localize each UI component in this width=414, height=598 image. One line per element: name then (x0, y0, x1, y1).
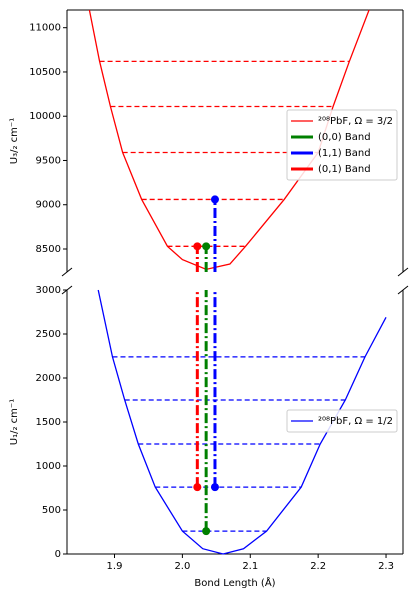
y-axis-label: U₃/₂ cm⁻¹ (9, 118, 20, 164)
y-tick-label: 11000 (29, 23, 61, 34)
band-point (193, 242, 202, 251)
axis-break (397, 267, 409, 277)
axis-break (61, 267, 73, 277)
y-tick-label: 2000 (36, 373, 61, 384)
y-tick-label: 9500 (36, 155, 61, 166)
y-axis-label: U₁/₂ cm⁻¹ (9, 399, 20, 445)
y-tick-label: 8500 (36, 244, 61, 255)
band-point (210, 483, 219, 492)
x-tick-label: 2.3 (378, 561, 394, 572)
y-tick-label: 1500 (36, 417, 61, 428)
x-tick-label: 2.0 (174, 561, 190, 572)
legend-label: (1,1) Band (318, 148, 371, 159)
y-tick-label: 9000 (36, 200, 61, 211)
legend-label: (0,0) Band (318, 132, 371, 143)
legend-box (286, 109, 398, 181)
y-tick-label: 2500 (36, 329, 61, 340)
legend-box (286, 409, 398, 433)
y-tick-label: 1000 (36, 461, 61, 472)
x-axis-label: Bond Length (Å) (194, 576, 275, 589)
legend-label: ²⁰⁸PbF, Ω = 3/2 (318, 116, 393, 127)
legend-label: (0,1) Band (318, 164, 371, 175)
x-tick-label: 1.9 (107, 561, 123, 572)
axis-break (397, 285, 409, 295)
band-point (202, 527, 211, 536)
x-tick-label: 2.2 (310, 561, 326, 572)
y-tick-label: 500 (42, 505, 61, 516)
band-point (210, 195, 219, 204)
y-tick-label: 3000 (36, 285, 61, 296)
x-tick-label: 2.1 (242, 561, 258, 572)
band-point (202, 242, 211, 251)
y-tick-label: 10000 (29, 111, 61, 122)
y-tick-label: 10500 (29, 67, 61, 78)
legend-label: ²⁰⁸PbF, Ω = 1/2 (318, 416, 393, 427)
y-tick-label: 0 (55, 549, 61, 560)
band-point (193, 483, 202, 492)
